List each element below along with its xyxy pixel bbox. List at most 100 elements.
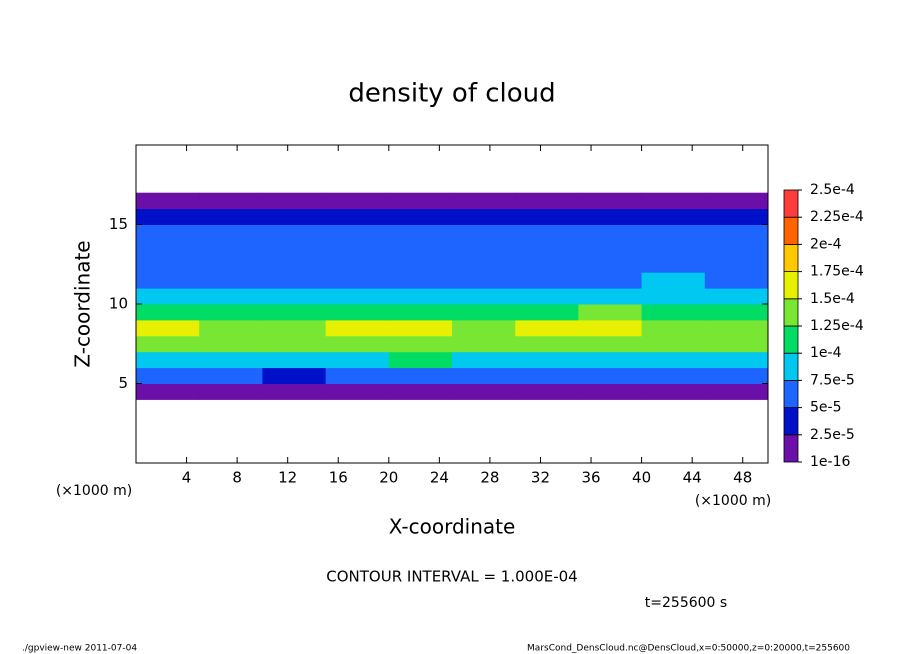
- cell: [452, 367, 516, 384]
- cell: [388, 192, 453, 210]
- cell: [452, 304, 516, 321]
- cell: [452, 335, 516, 353]
- cell: [136, 335, 200, 353]
- cell: [199, 335, 263, 353]
- cell: [136, 351, 200, 369]
- cell: [452, 224, 516, 241]
- cell: [578, 351, 643, 369]
- cell: [515, 319, 579, 337]
- x-tick-label: 28: [480, 469, 499, 487]
- cell: [515, 224, 579, 241]
- y-tick-label: 5: [118, 374, 128, 392]
- colorbar-label: 7.5e-5: [810, 372, 855, 388]
- cell: [515, 192, 579, 210]
- cell: [641, 192, 706, 210]
- cell: [325, 288, 390, 305]
- colorbar-swatch: [783, 325, 799, 354]
- cell: [262, 288, 327, 305]
- cell: [136, 192, 200, 210]
- cell: [515, 383, 579, 400]
- cell: [325, 256, 390, 273]
- cell: [704, 319, 769, 337]
- y-tick-label: 15: [109, 215, 128, 233]
- cell: [262, 224, 327, 241]
- cell: [578, 304, 643, 321]
- cell: [388, 383, 453, 400]
- cell: [388, 335, 453, 353]
- cell: [515, 304, 579, 321]
- cell: [641, 288, 706, 305]
- cell: [199, 351, 263, 369]
- cell: [515, 335, 579, 353]
- cell: [325, 319, 390, 337]
- cell: [262, 256, 327, 273]
- cell: [136, 367, 200, 384]
- cell: [578, 224, 643, 241]
- colorbar-swatch: [783, 407, 799, 436]
- cell: [136, 272, 200, 289]
- cell: [388, 367, 453, 384]
- cell: [704, 335, 769, 353]
- cell: [515, 367, 579, 384]
- cell: [262, 304, 327, 321]
- x-tick-label: 32: [531, 469, 550, 487]
- cell: [641, 335, 706, 353]
- y-axis-label: Z-coordinate: [71, 240, 95, 367]
- cell: [136, 256, 200, 273]
- x-tick-label: 24: [430, 469, 449, 487]
- x-tick-label: 8: [232, 469, 242, 487]
- cell: [388, 224, 453, 241]
- colorbar-swatch: [783, 379, 799, 408]
- cell: [325, 383, 390, 400]
- cell: [262, 192, 327, 210]
- cell: [704, 192, 769, 210]
- cell: [452, 319, 516, 337]
- cell: [641, 367, 706, 384]
- x-tick-label: 40: [632, 469, 651, 487]
- colorbar-label: 2.5e-5: [810, 427, 855, 443]
- x-tick-label: 16: [329, 469, 348, 487]
- cell: [388, 256, 453, 273]
- cell: [325, 367, 390, 384]
- cell: [325, 224, 390, 241]
- cell: [388, 288, 453, 305]
- cell: [262, 367, 327, 384]
- cell: [515, 351, 579, 369]
- x-tick-label: 44: [683, 469, 702, 487]
- time-label: t=255600 s: [645, 595, 727, 611]
- cell: [578, 288, 643, 305]
- colorbar-label: 1e-16: [810, 454, 850, 470]
- cell: [136, 208, 200, 225]
- cell: [199, 288, 263, 305]
- cell: [452, 351, 516, 369]
- colorbar-label: 2.5e-4: [810, 182, 855, 198]
- cell: [325, 192, 390, 210]
- x-unit: (×1000 m): [695, 493, 771, 509]
- cell: [388, 351, 453, 369]
- cell: [452, 208, 516, 225]
- cell: [641, 351, 706, 369]
- x-tick-label: 4: [182, 469, 192, 487]
- cell: [452, 240, 516, 257]
- footer-left: ./gpview-new 2011-07-04: [22, 644, 137, 654]
- cell: [199, 272, 263, 289]
- cell: [199, 192, 263, 210]
- colorbar-label: 5e-5: [810, 400, 841, 416]
- cell: [262, 351, 327, 369]
- cell: [262, 240, 327, 257]
- cell: [641, 224, 706, 241]
- cell: [578, 272, 643, 289]
- cell: [704, 351, 769, 369]
- colorbar-label: 1.5e-4: [810, 291, 855, 307]
- cell: [262, 272, 327, 289]
- colorbar-swatch: [783, 189, 799, 218]
- cell: [262, 383, 327, 400]
- cell: [515, 240, 579, 257]
- colorbar-swatch: [783, 434, 799, 463]
- chart-title: density of cloud: [348, 79, 555, 109]
- cell: [704, 240, 769, 257]
- colorbar-swatch: [783, 352, 799, 381]
- cell: [262, 319, 327, 337]
- cell: [388, 272, 453, 289]
- cell: [641, 240, 706, 257]
